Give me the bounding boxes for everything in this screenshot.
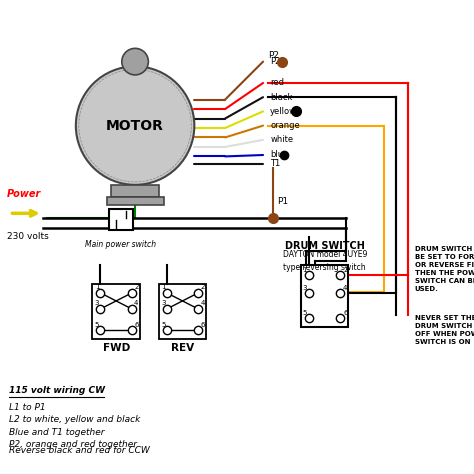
Text: REV: REV — [171, 343, 194, 353]
Text: 4: 4 — [343, 285, 347, 292]
Text: 6: 6 — [134, 321, 138, 328]
Text: black: black — [270, 93, 292, 101]
Text: P1: P1 — [277, 197, 288, 206]
Bar — [109, 209, 133, 230]
Text: 230 volts: 230 volts — [7, 232, 49, 241]
Circle shape — [122, 48, 148, 75]
Text: 5: 5 — [302, 310, 307, 316]
Text: DRUM SWITCH: DRUM SWITCH — [285, 241, 365, 251]
Text: Main power switch: Main power switch — [85, 240, 156, 249]
Text: yellow: yellow — [270, 107, 297, 116]
Text: red: red — [270, 79, 284, 87]
Text: 6: 6 — [343, 310, 347, 316]
Text: 2: 2 — [343, 267, 347, 273]
Text: FWD: FWD — [102, 343, 130, 353]
Text: 115 volt wiring CW: 115 volt wiring CW — [9, 386, 106, 395]
Text: 3: 3 — [161, 300, 165, 306]
Text: Power: Power — [7, 189, 41, 199]
Text: 2: 2 — [134, 284, 138, 290]
Bar — [111, 185, 159, 197]
Text: 1: 1 — [302, 267, 307, 273]
Bar — [107, 197, 164, 205]
Text: Reverse black and red for CCW: Reverse black and red for CCW — [9, 446, 150, 455]
Text: orange: orange — [270, 121, 300, 130]
Text: blue: blue — [270, 151, 289, 159]
Text: NEVER SET THE
DRUM SWITCH TO
OFF WHEN POWER
SWITCH IS ON: NEVER SET THE DRUM SWITCH TO OFF WHEN PO… — [415, 315, 474, 345]
Bar — [301, 265, 348, 327]
Text: DAYTON model 4UYE9: DAYTON model 4UYE9 — [283, 250, 367, 259]
Text: P2: P2 — [270, 57, 281, 66]
Text: 6: 6 — [201, 321, 205, 328]
Text: 4: 4 — [134, 300, 138, 306]
Bar — [92, 284, 140, 339]
Text: 2: 2 — [201, 284, 205, 290]
Circle shape — [76, 66, 194, 185]
Text: 1: 1 — [95, 284, 99, 290]
Text: MOTOR: MOTOR — [106, 118, 164, 133]
Text: DRUM SWITCH MUST
BE SET TO FORWARD
OR REVERSE FIRST,
THEN THE POWER
SWITCH CAN B: DRUM SWITCH MUST BE SET TO FORWARD OR RE… — [415, 246, 474, 292]
Text: 4: 4 — [201, 300, 205, 306]
Text: P2: P2 — [268, 52, 279, 60]
Text: 5: 5 — [161, 321, 165, 328]
Text: T1: T1 — [270, 159, 281, 168]
Bar — [159, 284, 206, 339]
Text: white: white — [270, 136, 293, 144]
Text: type reversing switch: type reversing switch — [283, 263, 366, 272]
Text: 3: 3 — [302, 285, 307, 292]
Text: 5: 5 — [95, 321, 99, 328]
Text: 3: 3 — [95, 300, 99, 306]
Text: 1: 1 — [161, 284, 165, 290]
Text: L1 to P1
L2 to white, yellow and black
Blue and T1 together
P2, orange and red t: L1 to P1 L2 to white, yellow and black B… — [9, 403, 141, 449]
